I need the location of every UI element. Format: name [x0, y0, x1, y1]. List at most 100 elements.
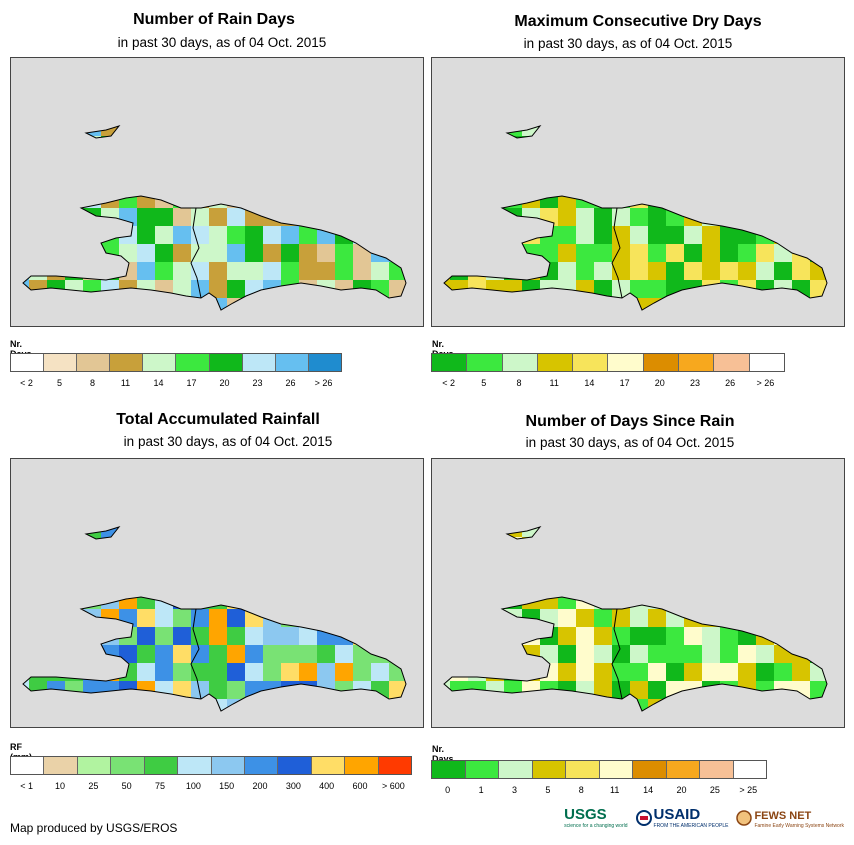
- data-grid: [444, 126, 827, 310]
- legend-tick-label: 5: [545, 785, 551, 795]
- legend-tick-label: 23: [689, 378, 701, 388]
- legend-swatch: [178, 757, 212, 774]
- legend-swatch: [110, 354, 144, 371]
- panel-title: Maximum Consecutive Dry Days: [514, 13, 762, 30]
- legend-swatch: [502, 354, 538, 371]
- usaid-logo: USAID FROM THE AMERICAN PEOPLE: [635, 806, 728, 829]
- data-grid: [23, 527, 406, 711]
- coastline: [443, 195, 828, 311]
- legend-swatch: [749, 354, 784, 371]
- legend-bar: [431, 760, 767, 779]
- coastline: [22, 195, 407, 311]
- map-days-since-rain[interactable]: [431, 458, 845, 728]
- legend-tick-label: 50: [121, 781, 132, 791]
- legend-tick-label: 8: [89, 378, 96, 388]
- fewsnet-logo: FEWS NET Famine Early Warning Systems Ne…: [736, 806, 844, 829]
- fewsnet-tagline: Famine Early Warning Systems Network: [754, 823, 844, 829]
- legend-swatch: [679, 354, 715, 371]
- legend-tick-label: 5: [481, 378, 487, 388]
- legend-tick-label: 17: [619, 378, 630, 388]
- usgs-logo: USGS science for a changing world: [564, 806, 627, 829]
- legend-tick-label: 8: [578, 785, 584, 795]
- usgs-logo-text: USGS: [564, 806, 607, 823]
- legend-swatch: [666, 761, 700, 778]
- usaid-seal-icon: [635, 809, 652, 826]
- map-canvas: [22, 125, 407, 311]
- legend-swatch: [44, 354, 78, 371]
- legend-swatch: [599, 761, 633, 778]
- legend-tick-label: 20: [219, 378, 230, 388]
- country-border: [190, 207, 202, 299]
- fewsnet-globe-icon: [736, 809, 753, 826]
- legend-swatch: [244, 757, 279, 774]
- map-canvas: [22, 526, 407, 712]
- legend-tick-label: 75: [154, 781, 166, 791]
- footer-credit: Map produced by USGS/EROS: [10, 821, 178, 835]
- legend-swatch: [643, 354, 680, 371]
- legend-swatch: [242, 354, 276, 371]
- coastline: [505, 526, 542, 540]
- legend-swatch: [714, 354, 750, 371]
- legend-swatch: [573, 354, 609, 371]
- map-max-dry-days[interactable]: [431, 57, 845, 327]
- legend-tick-label: 11: [610, 785, 620, 795]
- legend-swatch: [608, 354, 644, 371]
- legend-swatch: [77, 757, 112, 774]
- legend-tick-label: 23: [252, 378, 263, 388]
- legend-swatch: [77, 354, 111, 371]
- legend-tick-label: 150: [219, 781, 235, 791]
- legend-bar: [10, 756, 412, 775]
- panel-subtitle: in past 30 days, as of 04 Oct. 2015: [525, 435, 735, 450]
- panel-subtitle: in past 30 days, as of 04 Oct. 2015: [123, 434, 333, 449]
- legend-tick-label: 20: [676, 785, 687, 795]
- coastline: [22, 596, 407, 712]
- legend-tick-label: 14: [643, 785, 654, 795]
- legend-swatch: [11, 757, 45, 774]
- legend-swatch: [278, 757, 312, 774]
- legend-swatch: [176, 354, 210, 371]
- legend-tick-label: < 2: [442, 378, 455, 388]
- map-canvas: [443, 125, 828, 311]
- legend-swatch: [143, 354, 177, 371]
- map-rain-days[interactable]: [10, 57, 424, 327]
- legend-tick-label: 26: [725, 378, 736, 388]
- fewsnet-logo-text: FEWS NET: [754, 810, 812, 822]
- legend-swatch: [532, 761, 566, 778]
- legend-tick-label: 26: [285, 378, 296, 388]
- legend-tick-label: 400: [319, 781, 335, 791]
- legend-swatch: [378, 757, 412, 774]
- legend-swatch: [209, 354, 243, 371]
- legend-tick-label: 14: [584, 378, 595, 388]
- panel-title: Number of Days Since Rain: [525, 413, 735, 430]
- data-grid: [23, 126, 406, 310]
- logo-strip: USGS science for a changing world USAID …: [564, 806, 844, 829]
- legend-swatch: [345, 757, 379, 774]
- legend-swatch: [144, 757, 179, 774]
- legend-tick-label: < 2: [20, 378, 33, 388]
- usaid-logo-text: USAID: [653, 806, 701, 823]
- legend-tick-label: 17: [186, 378, 197, 388]
- legend-tick-label: 8: [516, 378, 522, 388]
- legend-tick-label: 1: [478, 785, 484, 795]
- legend-swatch: [432, 761, 466, 778]
- legend-tick-label: 14: [153, 378, 164, 388]
- legend-tick-label: 10: [54, 781, 66, 791]
- legend-swatch: [275, 354, 309, 371]
- legend-swatch: [432, 354, 468, 371]
- legend-tick-label: > 25: [739, 785, 758, 795]
- panel-subtitle: in past 30 days, as of 04 Oct. 2015: [523, 36, 733, 51]
- coastline: [84, 125, 121, 139]
- legend-swatch: [311, 757, 346, 774]
- panel-title: Number of Rain Days: [133, 11, 295, 28]
- legend-swatch: [499, 761, 533, 778]
- legend-tick-label: 200: [252, 781, 268, 791]
- legend-tick-label: 300: [285, 781, 301, 791]
- coastline: [505, 125, 542, 139]
- legend-tick-label: 25: [88, 781, 99, 791]
- legend-tick-label: 20: [654, 378, 665, 388]
- legend-tick-label: > 600: [381, 781, 405, 791]
- legend-swatch: [566, 761, 600, 778]
- map-total-rainfall[interactable]: [10, 458, 424, 728]
- legend-swatch: [537, 354, 574, 371]
- legend-tick-label: 100: [185, 781, 201, 791]
